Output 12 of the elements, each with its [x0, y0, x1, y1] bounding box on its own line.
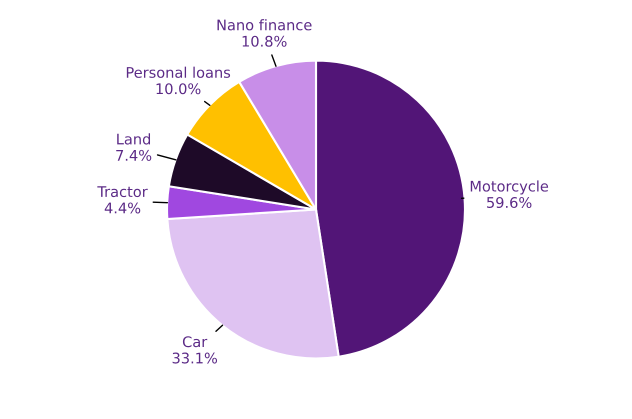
data-label: 59.6% [487, 196, 532, 208]
data-label: 33.1% [172, 352, 218, 364]
data-label: 7.4% [116, 150, 152, 161]
slice-label: Motorcycle [470, 180, 548, 195]
data-label: 4.4% [104, 202, 140, 214]
data-label: 10.8% [242, 36, 287, 47]
slice-label: Nano finance [218, 19, 312, 30]
slice-label: Tractor [97, 186, 148, 198]
slice-label: Car [182, 336, 208, 348]
slice-label: Personal loans [126, 66, 230, 78]
data-label: 10.0% [156, 83, 200, 94]
slice-label: Land [117, 133, 150, 145]
